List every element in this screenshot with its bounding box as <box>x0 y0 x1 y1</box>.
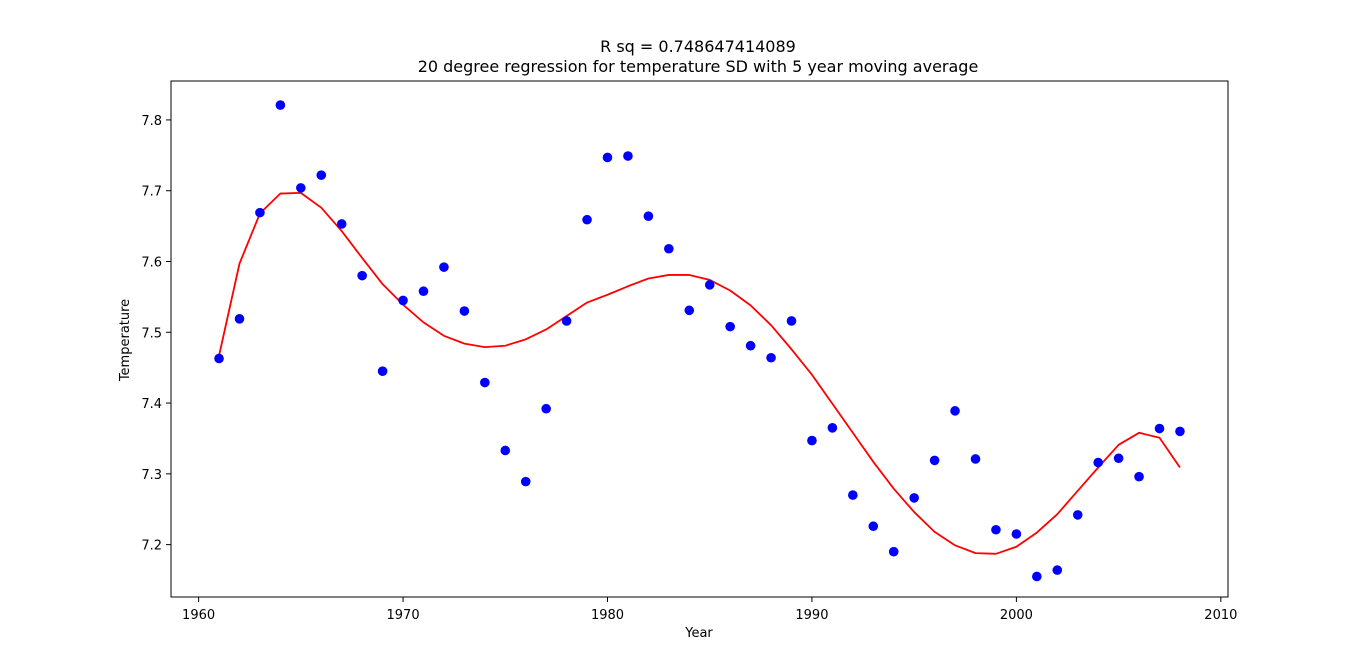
data-point <box>909 493 919 503</box>
regression-line <box>218 191 1181 555</box>
data-point <box>357 270 367 281</box>
data-point <box>602 152 613 163</box>
x-tick-label: 1970 <box>387 608 420 623</box>
data-point <box>991 524 1001 535</box>
data-point <box>1011 529 1022 539</box>
data-point <box>1134 471 1144 482</box>
x-tick-label: 1960 <box>182 608 215 623</box>
data-point <box>296 183 306 193</box>
y-tick-label: 7.4 <box>141 397 162 412</box>
data-point <box>582 214 592 225</box>
data-point <box>520 476 531 487</box>
data-point <box>970 454 981 464</box>
data-point <box>1093 457 1103 468</box>
data-point <box>664 243 674 254</box>
data-point <box>234 314 245 324</box>
data-point <box>418 286 429 297</box>
x-axis-label: Year <box>684 626 713 641</box>
data-point <box>459 306 470 316</box>
data-point <box>725 321 735 332</box>
data-point <box>255 207 265 218</box>
x-tick-label: 2000 <box>1000 608 1033 623</box>
data-point <box>214 353 224 364</box>
data-point <box>888 546 899 557</box>
chart-title: R sq = 0.748647414089 <box>600 37 796 56</box>
data-point <box>766 352 776 363</box>
y-tick-label: 7.6 <box>141 255 162 270</box>
tick-layer: 1960 1970 1980 1990 2000 2010 7.2 7.3 7.4 7.5 7.6 7… <box>141 114 1237 623</box>
y-tick-label: 7.3 <box>141 468 162 483</box>
data-point <box>541 403 551 414</box>
data-point <box>1032 571 1042 582</box>
data-point <box>316 170 327 180</box>
data-point <box>807 435 817 446</box>
data-point <box>439 262 449 272</box>
plot-area-frame <box>170 80 1229 598</box>
data-point <box>643 211 654 221</box>
data-point <box>398 295 408 306</box>
data-point <box>500 445 511 456</box>
y-axis-label: Temperature <box>118 299 133 382</box>
data-point <box>868 521 879 532</box>
data-point <box>684 305 695 316</box>
data-point <box>848 490 858 500</box>
y-tick-label: 7.5 <box>141 326 162 341</box>
data-point <box>1154 423 1165 434</box>
y-tick-label: 7.2 <box>141 539 162 554</box>
chart-subtitle: 20 degree regression for temperature SD … <box>418 57 979 76</box>
data-point <box>1072 510 1083 520</box>
data-point <box>704 280 715 290</box>
data-point <box>275 100 286 110</box>
data-point <box>1113 453 1124 464</box>
y-tick-label: 7.8 <box>141 114 162 129</box>
data-point <box>623 151 633 161</box>
data-point <box>745 340 756 351</box>
data-point <box>786 316 797 326</box>
y-tick-label: 7.7 <box>141 185 162 200</box>
data-point <box>561 316 572 326</box>
x-tick-label: 1990 <box>795 608 828 623</box>
data-point <box>827 423 838 433</box>
data-point <box>336 219 347 229</box>
data-point <box>1175 426 1185 437</box>
x-tick-label: 2010 <box>1204 608 1237 623</box>
data-point <box>1052 565 1063 575</box>
data-point <box>929 455 940 466</box>
data-point <box>377 366 388 377</box>
data-point <box>480 377 490 388</box>
x-tick-label: 1980 <box>591 608 624 623</box>
data-point <box>950 406 960 416</box>
data-layer <box>214 100 1185 582</box>
